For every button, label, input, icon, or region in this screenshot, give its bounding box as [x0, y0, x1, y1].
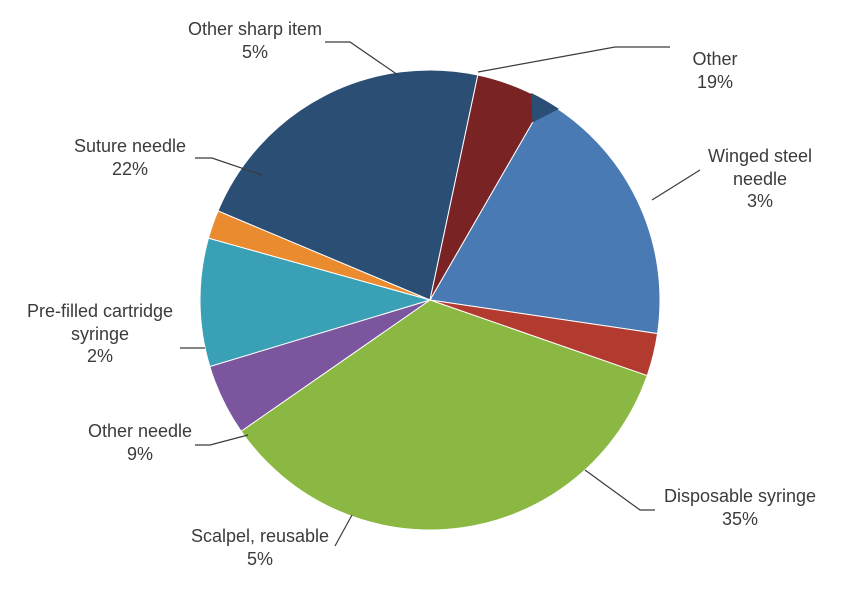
leader-other — [478, 47, 670, 72]
label-line: 22% — [74, 158, 186, 181]
label-line: Scalpel, reusable — [191, 525, 329, 548]
leader-scalpel_reusable — [335, 515, 352, 546]
label-line: Pre-filled cartridge — [27, 300, 173, 323]
label-other: Other19% — [692, 48, 737, 93]
label-line: 5% — [188, 41, 322, 64]
label-line: 5% — [191, 548, 329, 571]
label-suture_needle: Suture needle22% — [74, 135, 186, 180]
label-other_sharp: Other sharp item5% — [188, 18, 322, 63]
label-prefilled_cart: Pre-filled cartridgesyringe2% — [27, 300, 173, 368]
label-line: 2% — [27, 345, 173, 368]
label-line: 3% — [708, 190, 812, 213]
leader-other_needle — [195, 435, 248, 445]
leader-disposable_syringe — [585, 470, 655, 510]
label-line: 9% — [88, 443, 192, 466]
label-line: 19% — [692, 71, 737, 94]
label-winged_steel_needle: Winged steelneedle3% — [708, 145, 812, 213]
leader-other_sharp — [325, 42, 398, 75]
label-line: Other needle — [88, 420, 192, 443]
label-disposable_syringe: Disposable syringe35% — [664, 485, 816, 530]
label-scalpel_reusable: Scalpel, reusable5% — [191, 525, 329, 570]
label-line: Disposable syringe — [664, 485, 816, 508]
label-other_needle: Other needle9% — [88, 420, 192, 465]
label-line: Other — [692, 48, 737, 71]
leader-winged_steel_needle — [652, 170, 700, 200]
label-line: Suture needle — [74, 135, 186, 158]
label-line: Winged steel — [708, 145, 812, 168]
label-line: syringe — [27, 323, 173, 346]
label-line: 35% — [664, 508, 816, 531]
label-line: Other sharp item — [188, 18, 322, 41]
pie-chart-container: Other19% Winged steelneedle3% Disposable s… — [0, 0, 860, 596]
label-line: needle — [708, 168, 812, 191]
